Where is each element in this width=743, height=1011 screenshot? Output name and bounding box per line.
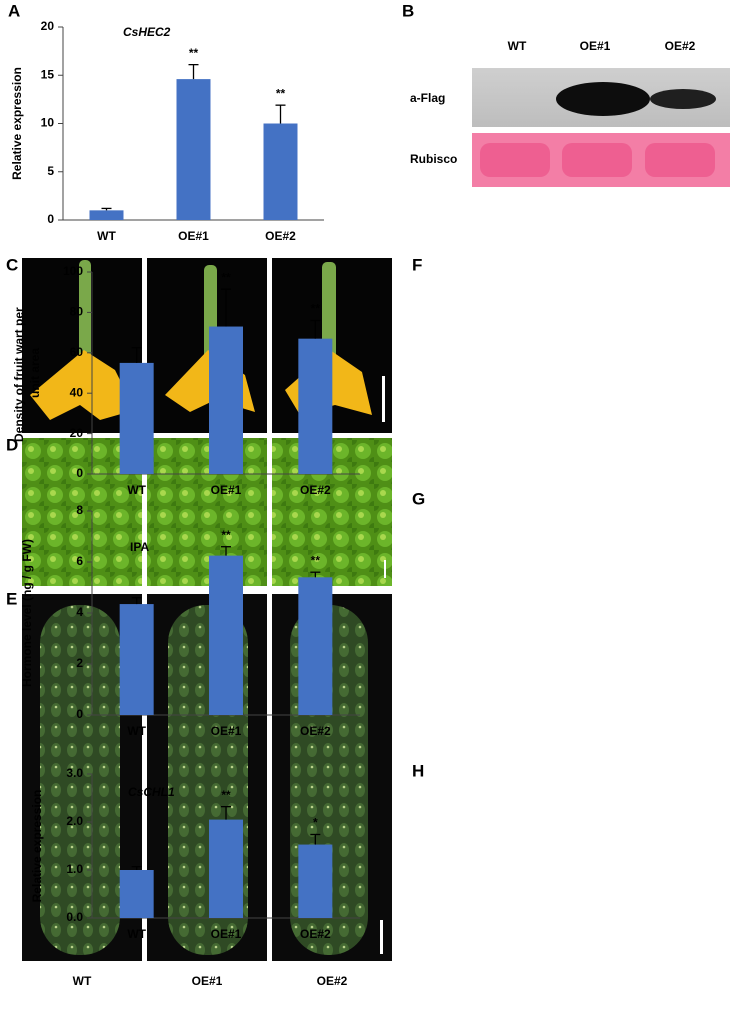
bar [298, 338, 333, 474]
y-tick-label: 3.0 [66, 766, 83, 780]
y-tick-label: 40 [70, 385, 84, 399]
error-bar [310, 833, 321, 845]
bar [298, 844, 333, 918]
error-bar [131, 597, 142, 605]
x-tick-label: OE#1 [211, 927, 242, 941]
bar [119, 870, 154, 918]
lane-label: OE#1 [580, 39, 611, 53]
panel-label: C [6, 255, 18, 274]
x-tick-label: OE#1 [211, 483, 242, 497]
y-tick-label: 4 [76, 605, 83, 619]
significance: ** [311, 302, 321, 316]
y-tick-label: 0 [76, 707, 83, 721]
error-bar [221, 805, 231, 820]
significance: * [313, 816, 318, 830]
y-tick-label: 20 [70, 426, 84, 440]
photo-label: WT [73, 974, 92, 988]
error-bar [101, 207, 112, 211]
x-tick-label: OE#1 [211, 724, 242, 738]
lane-label: WT [508, 39, 527, 53]
y-axis-label: Relative expression [30, 790, 44, 903]
y-axis-label: Relative expression [10, 67, 24, 180]
panel-label: G [412, 489, 425, 508]
chart-title: CsCHL1 [128, 785, 175, 799]
y-tick-label: 100 [63, 264, 83, 278]
row-label: a-Flag [410, 91, 445, 105]
bar [263, 123, 298, 220]
panel-label: E [6, 589, 17, 608]
error-bar [310, 319, 321, 339]
y-tick-label: 10 [41, 116, 55, 130]
x-tick-label: OE#2 [300, 927, 331, 941]
row-label: Rubisco [410, 152, 457, 166]
significance: ** [189, 46, 199, 60]
panel-label: A [8, 1, 20, 20]
panel-label: B [402, 1, 414, 20]
x-tick-label: WT [97, 229, 116, 243]
error-bar [221, 288, 231, 327]
y-axis-label: Density of fruit wart per unit area [12, 304, 42, 442]
y-tick-label: 2.0 [66, 814, 83, 828]
x-tick-label: WT [127, 927, 146, 941]
significance: ** [221, 270, 231, 284]
y-tick-label: 1.0 [66, 862, 83, 876]
y-tick-label: 80 [70, 305, 84, 319]
bar [209, 819, 243, 918]
panel-label: F [412, 255, 422, 274]
error-bar [275, 104, 286, 124]
bar [298, 577, 333, 715]
x-tick-label: OE#2 [300, 724, 331, 738]
y-tick-label: 6 [76, 554, 83, 568]
photo-label: OE#1 [192, 974, 223, 988]
y-tick-label: 5 [47, 164, 54, 178]
bar [209, 555, 243, 715]
bar [119, 362, 154, 474]
photo-label: OE#2 [317, 974, 348, 988]
y-tick-label: 2 [76, 656, 83, 670]
bar [209, 326, 243, 474]
annotation: IPA [130, 540, 149, 554]
error-bar [188, 63, 199, 80]
panel-label: D [6, 435, 18, 454]
x-tick-label: OE#2 [265, 229, 296, 243]
western-blot [472, 68, 730, 187]
significance: ** [276, 86, 286, 100]
lane-label: OE#2 [665, 39, 696, 53]
y-tick-label: 60 [70, 345, 84, 359]
y-tick-label: 0.0 [66, 910, 83, 924]
panel-label: H [412, 761, 424, 780]
y-axis-label: Hormone level (ng / g FW) [20, 539, 34, 687]
error-bar [221, 546, 231, 556]
significance: ** [221, 788, 231, 802]
significance: ** [311, 553, 321, 567]
x-tick-label: OE#1 [178, 229, 209, 243]
x-tick-label: WT [127, 724, 146, 738]
error-bar [131, 347, 142, 363]
significance: ** [221, 528, 231, 542]
x-tick-label: WT [127, 483, 146, 497]
bar [119, 604, 154, 715]
y-tick-label: 0 [76, 466, 83, 480]
bar [89, 210, 124, 220]
y-tick-label: 0 [47, 212, 54, 226]
error-bar [310, 571, 321, 578]
y-tick-label: 20 [41, 19, 55, 33]
bar [176, 79, 211, 220]
x-tick-label: OE#2 [300, 483, 331, 497]
chart-title: CsHEC2 [123, 25, 171, 39]
y-tick-label: 8 [76, 503, 83, 517]
error-bar [131, 865, 142, 870]
y-tick-label: 15 [41, 67, 55, 81]
